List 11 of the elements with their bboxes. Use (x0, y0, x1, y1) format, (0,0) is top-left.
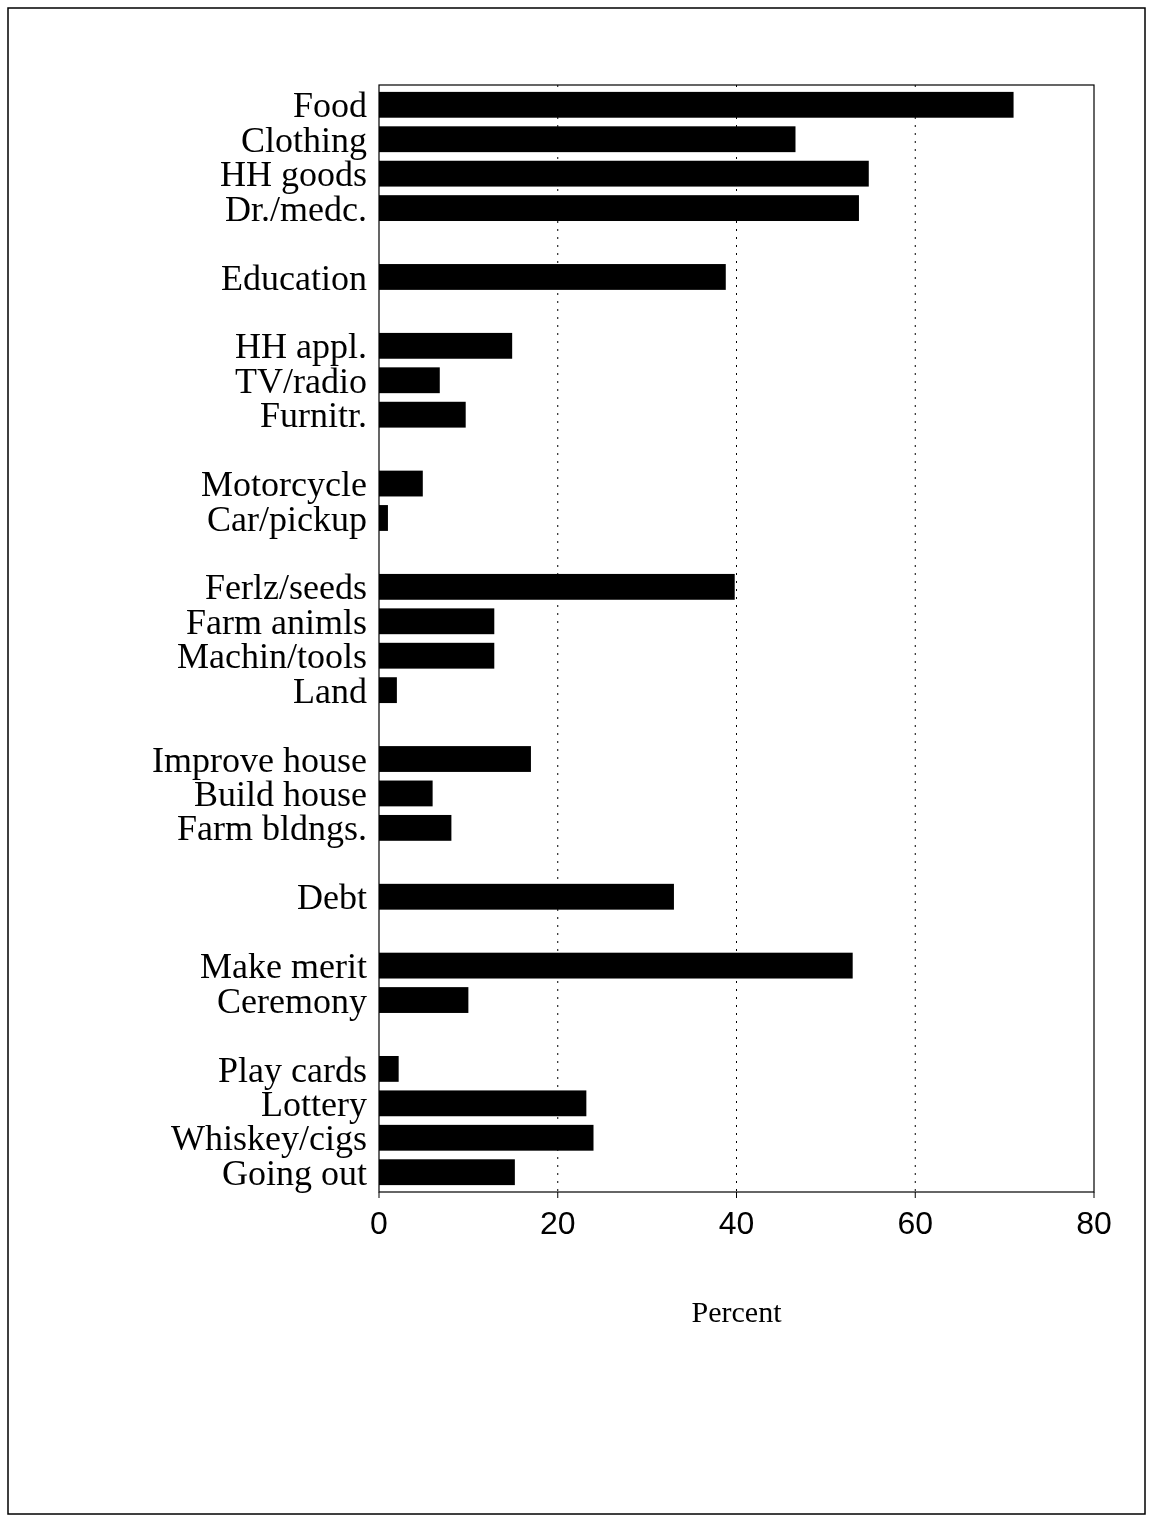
y-tick-label: Farm bldngs. (176, 808, 367, 849)
y-tick-label: Food (292, 85, 367, 126)
x-tick-label: 40 (718, 1205, 755, 1241)
y-tick-label: Furnitr. (259, 395, 367, 436)
x-tick-label: 80 (1076, 1205, 1112, 1241)
x-tick-label: 20 (539, 1205, 576, 1241)
y-tick-label: Education (221, 257, 367, 298)
x-axis-title: Percent (691, 1295, 783, 1328)
x-tick-label: 60 (897, 1205, 934, 1241)
y-tick-label: Debt (297, 877, 367, 918)
x-tick-label: 0 (370, 1205, 388, 1241)
